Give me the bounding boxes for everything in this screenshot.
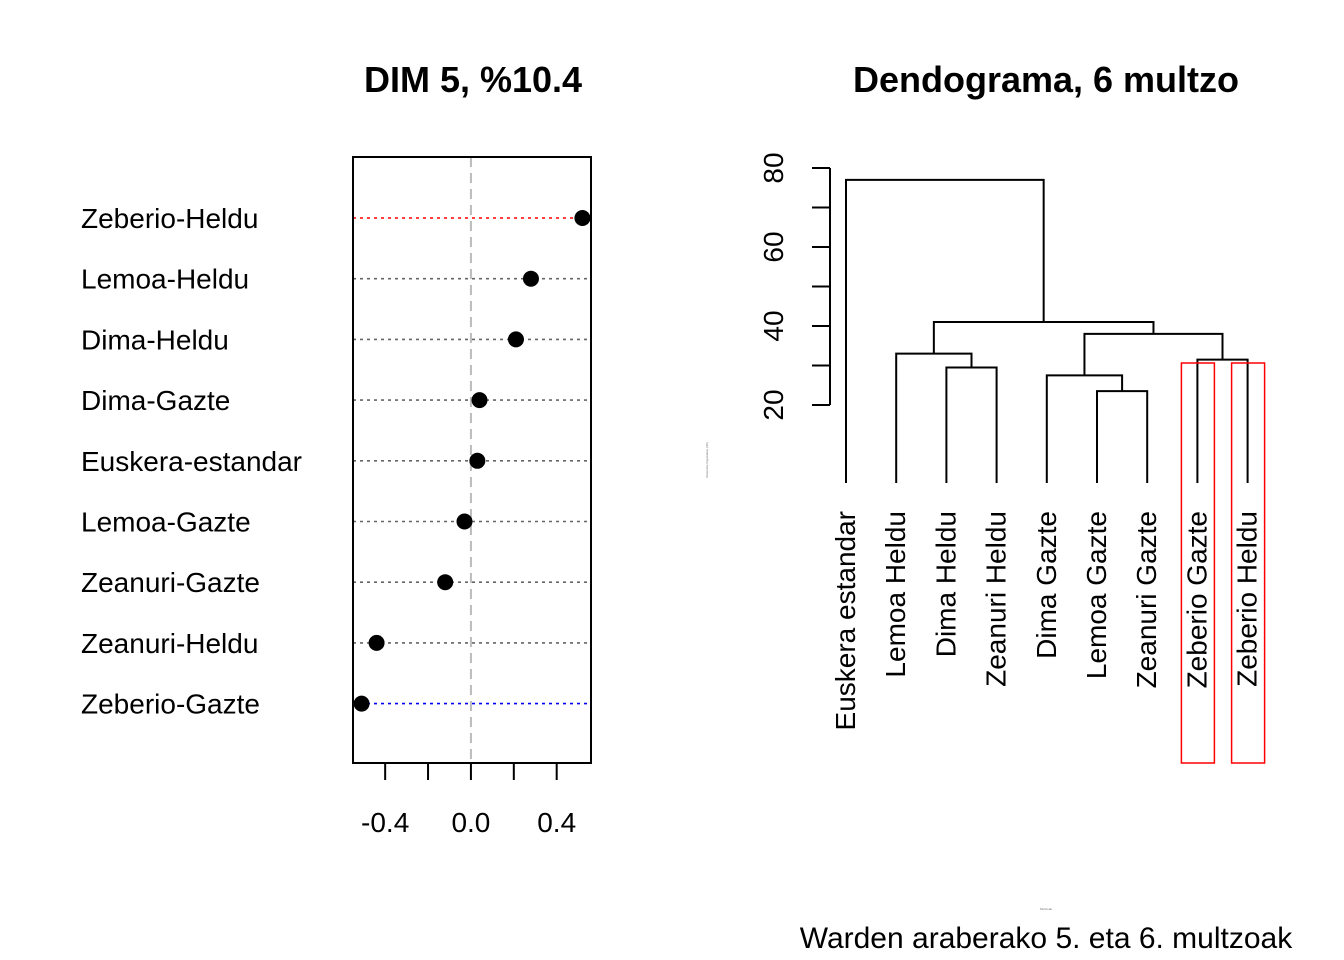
leaf-label: Zeanuri Gazte xyxy=(1131,511,1162,688)
x-tick-label: 0.0 xyxy=(451,807,490,838)
data-point xyxy=(469,452,486,469)
category-label: Lemoa-Heldu xyxy=(81,264,249,295)
y-tick-label: 20 xyxy=(758,389,789,420)
data-point xyxy=(353,695,370,712)
highlight-box xyxy=(1230,362,1266,764)
y-tick-label: 40 xyxy=(758,310,789,341)
dendrogram-x-label: Multzoak xyxy=(1040,907,1053,911)
dendrogram-branch xyxy=(845,178,1045,483)
dotchart-panel: DIM 5, %10.4 Zeberio-Heldu Lemoa-Heldu Dim… xyxy=(81,59,592,838)
dendrogram-branch xyxy=(1083,332,1224,376)
dendrogram-branch xyxy=(895,352,973,483)
highlight-box xyxy=(1180,362,1216,764)
leaf-label: Dima Heldu xyxy=(930,511,961,657)
y-tick-label: 80 xyxy=(758,152,789,183)
dendrogram-branch xyxy=(945,366,998,483)
category-label: Zeanuri-Heldu xyxy=(81,628,258,659)
data-point xyxy=(471,392,488,409)
category-label: Dima-Heldu xyxy=(81,324,229,355)
leaf-label: Zeberio Heldu xyxy=(1232,511,1263,687)
leaf-label: Lemoa Gazte xyxy=(1081,511,1112,679)
dendrogram-branch xyxy=(1196,358,1249,483)
leaf-label: Zeberio Gazte xyxy=(1181,511,1212,688)
category-label: Euskera-estandar xyxy=(81,446,302,477)
category-label: Lemoa-Gazte xyxy=(81,507,251,538)
data-point xyxy=(437,574,454,591)
dendrogram-branch xyxy=(932,321,1155,354)
leaf-label: Dima Gazte xyxy=(1031,511,1062,659)
dendrogram-y-label: Distantzia linguistikoa (IRI) xyxy=(705,442,709,478)
dendrogram-branch xyxy=(1096,390,1149,483)
dotchart-title: DIM 5, %10.4 xyxy=(364,59,582,100)
dendrogram-tree xyxy=(845,178,1249,483)
data-point xyxy=(456,513,473,530)
y-tick-label: 60 xyxy=(758,231,789,262)
data-point xyxy=(522,270,539,287)
data-point xyxy=(507,331,524,348)
x-tick-label: 0.4 xyxy=(537,807,576,838)
data-point xyxy=(368,634,385,651)
dendrogram-caption: Warden araberako 5. eta 6. multzoak xyxy=(800,922,1293,955)
x-tick-label: -0.4 xyxy=(361,807,409,838)
leaf-label: Euskera estandar xyxy=(830,511,861,730)
dendrogram-title: Dendograma, 6 multzo xyxy=(853,59,1239,100)
dendrogram-panel: Dendograma, 6 multzo 20 40 60 80 Euskera es… xyxy=(705,59,1293,955)
category-label: Zeberio-Gazte xyxy=(81,689,260,720)
dotchart-x-axis: -0.4 0.0 0.4 xyxy=(361,762,576,838)
leaf-label: Zeanuri Heldu xyxy=(981,511,1012,687)
category-label: Zeberio-Heldu xyxy=(81,203,258,234)
data-point xyxy=(574,210,591,226)
dendrogram-y-axis: 20 40 60 80 xyxy=(758,152,831,421)
category-label: Zeanuri-Gazte xyxy=(81,567,260,598)
leaf-label: Lemoa Heldu xyxy=(880,511,911,678)
category-label: Dima-Gazte xyxy=(81,385,230,416)
